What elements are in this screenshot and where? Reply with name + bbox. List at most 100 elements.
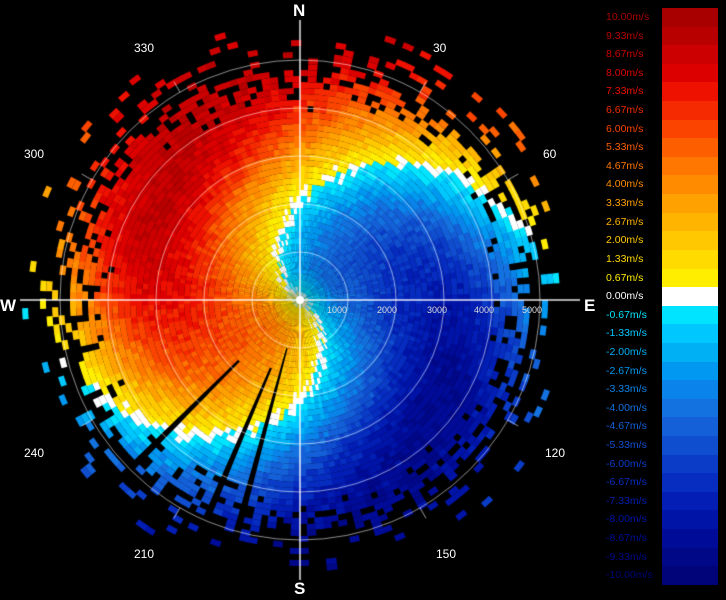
velocity-color-legend: 10.00m/s 9.33m/s 8.67m/s 8.00m/s 7.33m/s 6.67…: [606, 8, 718, 585]
legend-entry-label: -8.00m/s: [606, 513, 647, 526]
range-label-1000: 1000: [327, 305, 348, 315]
legend-entry-label: -7.33m/s: [606, 494, 647, 507]
legend-entry: 6.00m/s: [606, 119, 718, 139]
legend-entry: -6.00m/s: [606, 454, 718, 474]
legend-color-swatch: [662, 119, 718, 139]
legend-entry-label: -0.67m/s: [606, 308, 647, 321]
legend-entry: -1.33m/s: [606, 324, 718, 343]
legend-entry-label: 7.33m/s: [606, 85, 644, 98]
range-label-3000: 3000: [427, 305, 448, 315]
bearing-label-330: 330: [134, 41, 155, 55]
legend-entry: 5.33m/s: [606, 138, 718, 157]
legend-entry: 8.00m/s: [606, 63, 718, 83]
legend-entry: 9.33m/s: [606, 26, 718, 46]
legend-color-swatch: [662, 175, 718, 195]
legend-entry-label: 0.00m/s: [606, 290, 644, 303]
legend-entry: -2.67m/s: [606, 361, 718, 381]
legend-color-swatch: [662, 231, 718, 250]
legend-color-swatch: [662, 529, 718, 548]
legend-entry: -5.33m/s: [606, 436, 718, 455]
legend-color-swatch: [662, 454, 718, 474]
radial-velocity-radar-image: [0, 0, 600, 600]
legend-entry: 1.33m/s: [606, 249, 718, 269]
bearing-label-150: 150: [436, 547, 457, 561]
legend-entry: 4.67m/s: [606, 156, 718, 176]
legend-color-swatch: [662, 63, 718, 83]
legend-color-swatch: [662, 361, 718, 381]
legend-color-swatch: [662, 8, 718, 27]
legend-entry: -2.00m/s: [606, 342, 718, 362]
legend-entry-label: 1.33m/s: [606, 252, 644, 265]
legend-entry-label: 4.00m/s: [606, 178, 644, 191]
legend-entry-label: -4.67m/s: [606, 420, 647, 433]
legend-entry-label: 10.00m/s: [606, 11, 650, 23]
legend-entry: 10.00m/s: [606, 8, 718, 27]
compass-south-label: S: [294, 579, 306, 598]
legend-entry: -7.33m/s: [606, 491, 718, 511]
legend-color-swatch: [662, 212, 718, 232]
legend-entry-label: 4.67m/s: [606, 159, 644, 172]
legend-color-swatch: [662, 380, 718, 399]
legend-entry: 2.67m/s: [606, 212, 718, 232]
legend-color-swatch: [662, 510, 718, 530]
legend-entry: 4.00m/s: [606, 175, 718, 195]
legend-color-swatch: [662, 268, 718, 288]
legend-color-swatch: [662, 287, 718, 306]
legend-entry-label: -5.33m/s: [606, 439, 647, 452]
legend-color-swatch: [662, 473, 718, 492]
legend-entry: -8.00m/s: [606, 510, 718, 530]
legend-color-swatch: [662, 398, 718, 418]
legend-entry: 2.00m/s: [606, 231, 718, 250]
legend-entry-label: -9.33m/s: [606, 550, 647, 563]
legend-color-swatch: [662, 26, 718, 46]
legend-entry-label: 2.00m/s: [606, 234, 644, 247]
legend-entry-label: 8.00m/s: [606, 66, 644, 79]
legend-entry-label: -10.00m/s: [606, 569, 653, 582]
range-label-5000: 5000: [522, 305, 543, 315]
legend-entry: 0.67m/s: [606, 268, 718, 288]
legend-color-swatch: [662, 566, 718, 585]
bearing-label-240: 240: [24, 446, 45, 460]
legend-color-swatch: [662, 45, 718, 64]
legend-color-swatch: [662, 194, 718, 213]
legend-entry: -0.67m/s: [606, 305, 718, 325]
legend-color-swatch: [662, 305, 718, 325]
legend-entry: -4.67m/s: [606, 417, 718, 437]
range-label-2000: 2000: [377, 305, 398, 315]
legend-entry-label: -3.33m/s: [606, 383, 647, 396]
legend-color-swatch: [662, 342, 718, 362]
legend-entry-label: -1.33m/s: [606, 327, 647, 340]
legend-entry: -8.67m/s: [606, 529, 718, 548]
legend-entry: -9.33m/s: [606, 547, 718, 567]
legend-entry-label: -6.67m/s: [606, 476, 647, 489]
legend-color-swatch: [662, 417, 718, 437]
bearing-label-120: 120: [545, 446, 566, 460]
legend-entry: 7.33m/s: [606, 82, 718, 102]
bearing-label-30: 30: [433, 41, 447, 55]
legend-entry-label: 3.33m/s: [606, 197, 644, 210]
legend-entry: 3.33m/s: [606, 194, 718, 213]
legend-entry-label: 2.67m/s: [606, 215, 644, 228]
legend-entry-label: -6.00m/s: [606, 457, 647, 470]
legend-entry: -3.33m/s: [606, 380, 718, 399]
legend-entry-label: 5.33m/s: [606, 141, 644, 154]
legend-entry-label: -2.67m/s: [606, 364, 647, 377]
legend-entry-label: 6.00m/s: [606, 122, 644, 135]
legend-color-swatch: [662, 436, 718, 455]
legend-entry-label: 6.67m/s: [606, 104, 644, 117]
legend-entry: -4.00m/s: [606, 398, 718, 418]
legend-entry-label: 0.67m/s: [606, 271, 644, 284]
legend-entry: -10.00m/s: [606, 566, 718, 585]
legend-color-swatch: [662, 138, 718, 157]
legend-entry: 6.67m/s: [606, 101, 718, 120]
legend-color-swatch: [662, 82, 718, 102]
bearing-label-300: 300: [24, 147, 45, 161]
legend-entry: -6.67m/s: [606, 473, 718, 492]
legend-entry-label: 8.67m/s: [606, 48, 644, 61]
bearing-label-210: 210: [134, 547, 155, 561]
compass-east-label: E: [584, 296, 596, 315]
bearing-label-60: 60: [543, 147, 557, 161]
legend-entry: 0.00m/s: [606, 287, 718, 306]
legend-entry-label: -2.00m/s: [606, 345, 647, 358]
legend-color-swatch: [662, 547, 718, 567]
